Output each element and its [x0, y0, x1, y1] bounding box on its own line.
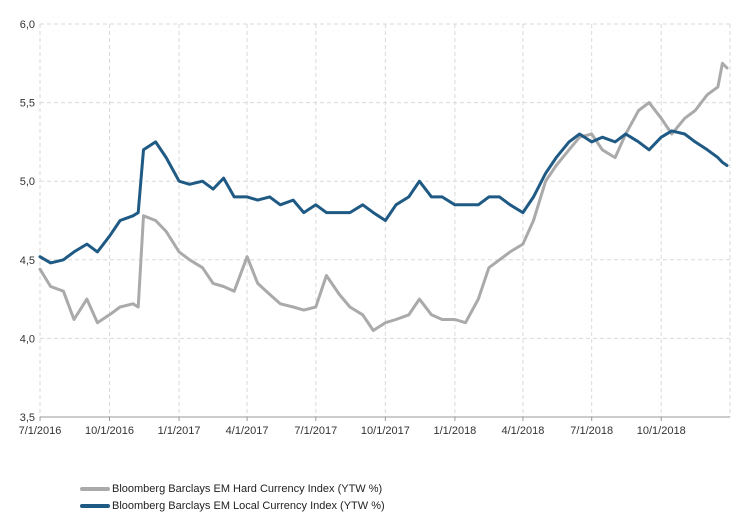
legend-item-local-currency: Bloomberg Barclays EM Local Currency Ind… — [80, 497, 385, 514]
x-tick-label: 7/1/2018 — [570, 425, 613, 437]
x-tick-label: 7/1/2016 — [19, 425, 62, 437]
x-tick-label: 10/1/2018 — [637, 425, 686, 437]
x-tick-label: 7/1/2017 — [294, 425, 337, 437]
x-tick-label: 10/1/2017 — [361, 425, 410, 437]
x-tick-label: 10/1/2016 — [85, 425, 134, 437]
y-axis-ticks: 3,5 4,0 4,5 5,0 5,5 6,0 — [20, 19, 35, 424]
y-tick-label: 5,5 — [20, 98, 35, 110]
legend-item-hard-currency: Bloomberg Barclays EM Hard Currency Inde… — [80, 480, 385, 497]
x-tick-label: 4/1/2017 — [226, 425, 269, 437]
y-tick-label: 6,0 — [20, 19, 35, 31]
legend-label-local-currency: Bloomberg Barclays EM Local Currency Ind… — [112, 499, 385, 512]
legend-label-hard-currency: Bloomberg Barclays EM Hard Currency Inde… — [112, 482, 383, 495]
y-tick-label: 4,0 — [20, 333, 35, 345]
x-tick-label: 1/1/2018 — [433, 425, 476, 437]
series-line-hard-currency — [38, 61, 729, 332]
legend-swatch-local-currency — [80, 503, 110, 508]
x-tick-label: 1/1/2017 — [158, 425, 201, 437]
series-lines — [38, 61, 729, 332]
x-axis-ticks: 7/1/2016 10/1/2016 1/1/2017 4/1/2017 7/1/201… — [19, 417, 686, 437]
y-tick-label: 5,0 — [20, 176, 35, 188]
y-tick-label: 3,5 — [20, 412, 35, 424]
chart-legend: Bloomberg Barclays EM Hard Currency Inde… — [80, 480, 385, 514]
series-line-local-currency — [38, 129, 729, 265]
y-tick-label: 4,5 — [20, 255, 35, 267]
legend-swatch-hard-currency — [80, 486, 110, 491]
x-tick-label: 4/1/2018 — [502, 425, 545, 437]
